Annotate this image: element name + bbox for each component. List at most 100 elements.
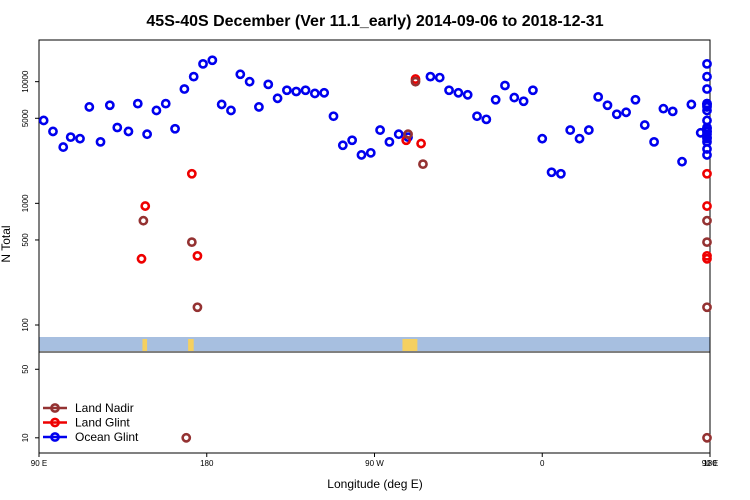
ocean-glint-top-point-54 (555, 168, 566, 179)
ocean-glint-top-point-50 (518, 96, 529, 107)
land-nadir-top-point-7 (702, 237, 712, 248)
bottom-y-tick-label-10: 10 (21, 433, 30, 442)
top-y-ticks: 100 500 1000 5000 10000 (21, 70, 39, 332)
ocean-glint-top-point-57 (583, 125, 594, 135)
ocean-glint-top-point-53 (546, 167, 557, 178)
ocean-glint-top-point-37 (384, 136, 395, 147)
ocean-glint-top-point-68 (686, 99, 697, 110)
land-nadir-top-point-6 (702, 215, 712, 226)
ocean-glint-top-point-22 (244, 76, 255, 87)
ocean-glint-top-point-32 (337, 140, 348, 151)
ocean-glint-top-point-82 (702, 129, 712, 140)
ocean-glint-top-point-25 (272, 93, 283, 104)
ocean-glint-top-point-84 (702, 98, 712, 109)
ocean-glint-top-point-63 (639, 120, 650, 130)
ocean-glint-top-point-42 (444, 85, 454, 96)
land-glint-top-point-10 (702, 250, 712, 261)
ocean-glint-top-point-11 (142, 129, 153, 140)
ocean-glint-top-point-64 (649, 136, 659, 147)
ocean-glint-top-point-46 (481, 114, 492, 125)
top-y-tick-label-500: 500 (21, 233, 30, 247)
land-segment-0 (142, 339, 148, 351)
top-y-tick-label-5000: 5000 (21, 109, 30, 127)
x-tick-label-1: 180 (200, 459, 214, 468)
ocean-glint-top-point-33 (347, 135, 358, 146)
chart-title: 45S-40S December (Ver 11.1_early) 2014-0… (146, 13, 603, 30)
ocean-glint-top-point-10 (132, 98, 143, 109)
x-tick-label-5: 180 (703, 459, 717, 468)
ocean-glint-top-point-59 (602, 100, 613, 111)
land-nadir-top-point-1 (186, 237, 197, 248)
ocean-glint-top-point-7 (104, 100, 115, 111)
land-nadir-top-point-8 (702, 302, 712, 313)
ocean-glint-top-point-21 (235, 69, 246, 80)
legend-label-ocean-glint: Ocean Glint (75, 430, 139, 444)
ocean-glint-top-point-2 (58, 142, 69, 152)
ocean-glint-top-point-26 (281, 85, 292, 96)
ocean-glint-top-point-27 (291, 86, 302, 97)
land-glint-top-point-3 (192, 250, 203, 261)
land-segment-2 (402, 339, 418, 351)
legend-marker-land-glint (50, 417, 60, 428)
ocean-glint-top-point-6 (95, 136, 106, 147)
data-points (38, 55, 712, 443)
top-y-tick-label-100: 100 (21, 318, 30, 332)
land-nadir-top-point-4 (410, 76, 421, 87)
land-glint-top-point-6 (416, 138, 426, 149)
ocean-glint-top-point-60 (611, 109, 622, 120)
ocean-glint-top-point-61 (621, 107, 632, 118)
ocean-glint-top-point-86 (702, 84, 712, 94)
ocean-glint-top-point-12 (151, 105, 162, 116)
land-nadir-bottom-point-1 (702, 432, 712, 443)
ocean-glint-top-point-45 (472, 111, 482, 122)
land-glint-top-point-0 (136, 253, 147, 264)
ocean-glint-top-point-30 (319, 87, 330, 98)
land-nadir-top-point-2 (192, 302, 203, 313)
land-nadir-top-point-0 (138, 215, 149, 226)
ocean-glint-top-point-3 (65, 132, 76, 143)
land-glint-top-point-8 (702, 201, 712, 211)
top-panel-frame (38, 39, 711, 353)
ocean-glint-top-point-65 (658, 103, 669, 114)
ocean-glint-top-point-35 (365, 147, 376, 158)
bottom-panel-frame (38, 351, 711, 454)
ocean-glint-top-point-28 (300, 85, 311, 96)
ocean-glint-top-point-41 (434, 72, 445, 83)
legend-label-land-nadir: Land Nadir (75, 401, 134, 415)
ocean-glint-top-point-66 (667, 106, 678, 117)
ocean-glint-top-point-36 (375, 125, 385, 135)
y-axis-label: N Total (0, 225, 13, 262)
top-y-tick-label-1000: 1000 (21, 194, 30, 212)
x-tick-label-0: 90 E (31, 459, 47, 468)
top-panel: 100 500 1000 5000 10000 (21, 39, 711, 353)
ocean-glint-top-point-38 (393, 129, 404, 140)
ocean-glint-top-point-55 (565, 125, 576, 135)
ocean-glint-top-point-9 (123, 126, 134, 137)
x-tick-label-2: 90 W (365, 459, 384, 468)
land-nadir-bottom-point-0 (181, 432, 192, 443)
legend-label-land-glint: Land Glint (75, 416, 130, 430)
ocean-glint-top-point-43 (453, 87, 464, 98)
ocean-glint-top-point-88 (702, 58, 712, 69)
ocean-glint-top-point-85 (702, 123, 712, 134)
ocean-glint-top-point-17 (198, 58, 208, 69)
x-tick-label-4: 90 E (702, 459, 718, 468)
bottom-y-ticks: 10 50 (21, 364, 39, 442)
ocean-glint-top-point-62 (630, 94, 641, 105)
ocean-glint-top-point-49 (509, 92, 520, 103)
legend-marker-land-nadir (50, 403, 60, 413)
ocean-glint-top-point-16 (188, 71, 199, 82)
top-y-tick-label-10000: 10000 (21, 70, 30, 93)
ocean-glint-top-point-23 (254, 102, 264, 112)
land-ocean-band (39, 337, 710, 351)
land-glint-top-point-9 (702, 168, 712, 179)
ocean-glint-top-point-5 (84, 102, 95, 112)
ocean-glint-top-point-14 (170, 123, 180, 134)
ocean-glint-top-point-87 (702, 71, 712, 82)
ocean-glint-top-point-18 (207, 55, 218, 66)
ocean-glint-top-point-48 (500, 80, 510, 91)
land-nadir-top-point-3 (403, 129, 413, 140)
